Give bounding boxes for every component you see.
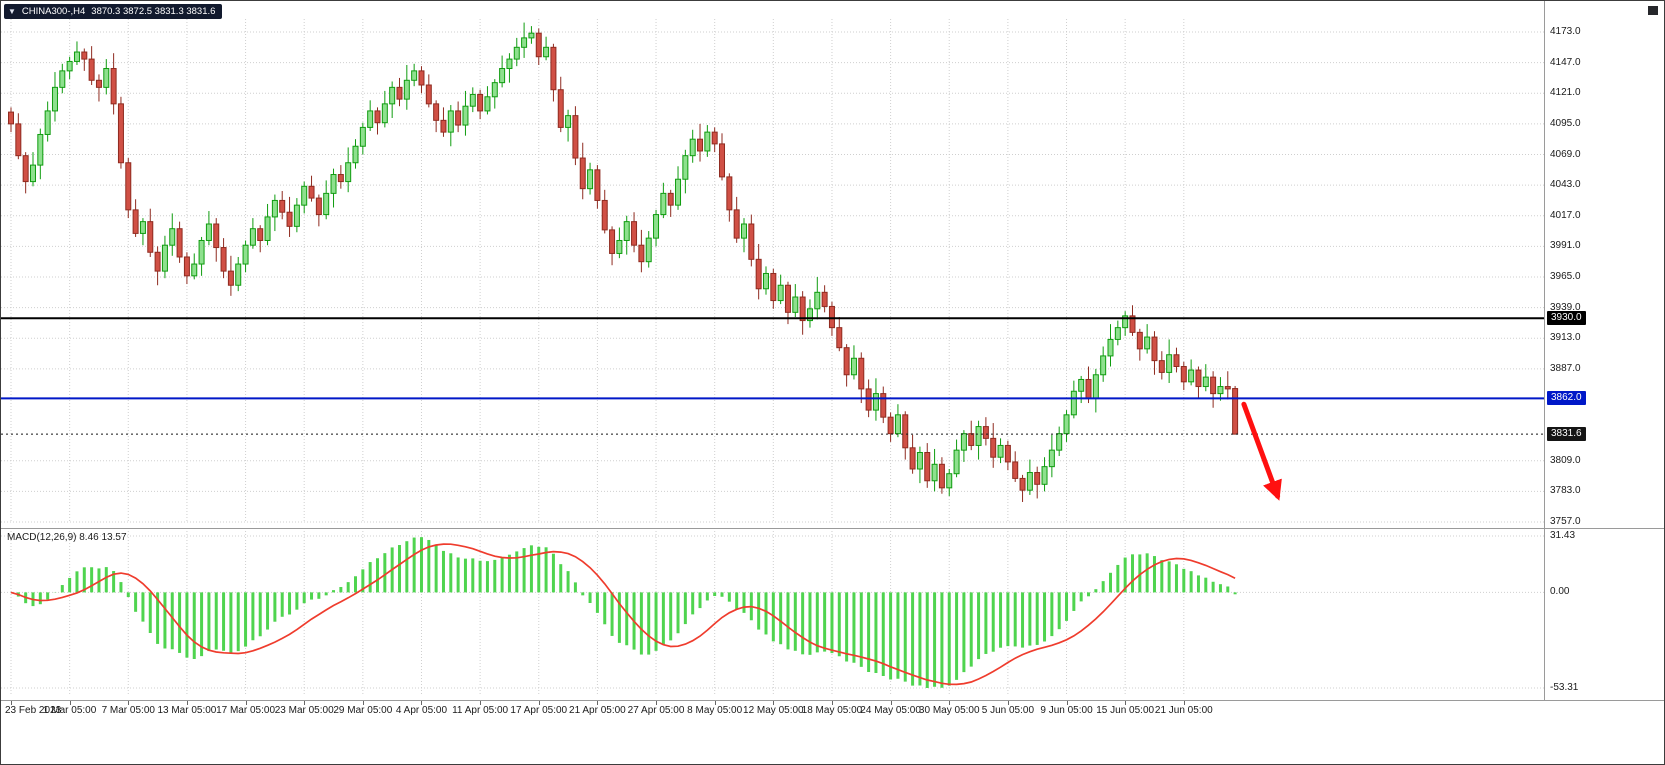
time-tick [656, 701, 658, 705]
time-tick [11, 701, 12, 705]
price-tick-label: 4043.0 [1550, 179, 1581, 191]
time-tick [1007, 701, 1009, 705]
price-tick-label: 3991.0 [1550, 240, 1581, 252]
time-tick-label: 18 May 05:00 [801, 705, 863, 716]
time-tick [1183, 701, 1185, 705]
time-tick-label: 21 Jun 05:00 [1154, 705, 1213, 716]
time-tick [538, 701, 540, 705]
time-tick-label: 5 Jun 05:00 [981, 705, 1035, 716]
time-tick-label: 8 May 05:00 [687, 705, 743, 716]
time-tick [1125, 701, 1127, 705]
time-tick-label: 27 Apr 05:00 [627, 705, 685, 716]
scroll-end-marker[interactable] [1648, 6, 1658, 15]
symbol-ohlc-badge: ▼ CHINA300-,H4 3870.3 3872.5 3831.3 3831… [4, 4, 223, 19]
time-tick [831, 701, 833, 705]
time-tick-label: 24 May 05:00 [860, 705, 921, 716]
price-tick-label: 4017.0 [1550, 209, 1581, 221]
time-tick [949, 701, 951, 705]
down-arrow-annotation[interactable] [1241, 401, 1282, 501]
time-tick-label: 21 Apr 05:00 [569, 705, 626, 716]
macd-value-axis[interactable]: 31.43 0.00 -53.31 [1545, 528, 1664, 700]
dropdown-arrow-icon: ▼ [8, 7, 16, 16]
time-tick [245, 701, 247, 705]
price-tick-label: 4095.0 [1550, 117, 1581, 129]
price-tick-label: 4173.0 [1550, 26, 1581, 37]
time-tick-label: 29 Mar 05:00 [333, 705, 393, 716]
time-tick-label: 7 Mar 05:00 [101, 705, 155, 716]
time-tick [421, 701, 423, 705]
time-axis[interactable]: 23 Feb 2023 1 Mar 05:00 7 Mar 05:00 13 Mar … [1, 701, 1544, 764]
time-tick [480, 701, 482, 705]
price-level-badge: 3831.6 [1547, 427, 1586, 442]
macd-tick-label: 0.00 [1550, 586, 1570, 598]
macd-indicator-label: MACD(12,26,9) 8.46 13.57 [7, 532, 127, 543]
time-tick [597, 701, 599, 705]
time-tick-label: 4 Apr 05:00 [395, 705, 448, 716]
time-tick [1066, 701, 1068, 705]
price-tick-label: 3939.0 [1550, 301, 1581, 313]
time-tick-label: 11 Apr 05:00 [452, 705, 509, 716]
price-grid [1, 19, 1544, 523]
price-tick-label: 3783.0 [1550, 485, 1581, 497]
price-tick-label: 3887.0 [1550, 362, 1581, 374]
macd-indicator-panel[interactable] [1, 528, 1544, 700]
time-tick [773, 701, 775, 705]
price-tick-label: 4069.0 [1550, 148, 1581, 160]
time-tick [890, 701, 892, 705]
time-tick [304, 701, 306, 705]
time-tick-label: 30 May 05:00 [918, 705, 980, 716]
price-level-badge: 3930.0 [1547, 311, 1586, 326]
time-tick-label: 1 Mar 05:00 [42, 705, 97, 716]
time-tick-label: 17 Mar 05:00 [216, 705, 276, 716]
price-tick-label: 3965.0 [1550, 271, 1581, 282]
symbol-name: CHINA300-,H4 [21, 6, 86, 17]
price-axis[interactable]: 4173.0 4147.0 4121.0 4095.0 4069.0 4043.0 4017… [1545, 1, 1664, 700]
time-tick-label: 12 May 05:00 [743, 705, 804, 716]
macd-histogram [16, 537, 1237, 688]
price-tick-label: 3757.0 [1550, 516, 1581, 527]
time-tick [186, 701, 188, 705]
price-tick-label: 4121.0 [1550, 87, 1581, 99]
time-tick [69, 701, 71, 705]
time-tick-label: 15 Jun 05:00 [1096, 705, 1155, 716]
time-tick-label: 23 Feb 2023 [5, 705, 62, 716]
price-tick-label: 4147.0 [1550, 56, 1581, 68]
price-axis-border [1544, 1, 1545, 700]
time-tick-label: 13 Mar 05:00 [157, 705, 217, 716]
price-tick-label: 3913.0 [1550, 332, 1581, 344]
macd-tick-label: -53.31 [1550, 682, 1579, 693]
price-tick-label: 3809.0 [1550, 454, 1581, 466]
time-tick-label: 17 Apr 05:00 [510, 705, 568, 716]
time-tick [362, 701, 364, 705]
time-axis-separator [1, 700, 1664, 701]
macd-tick-label: 31.43 [1550, 530, 1576, 541]
panel-separator[interactable] [1, 528, 1664, 529]
time-tick [128, 701, 130, 705]
candlestick-chart[interactable] [1, 1, 1544, 528]
time-tick [714, 701, 716, 705]
candles [8, 22, 1239, 502]
time-tick-label: 9 Jun 05:00 [1040, 705, 1093, 716]
time-tick-label: 23 Mar 05:00 [274, 705, 334, 716]
ohlc-values: 3870.3 3872.5 3831.3 3831.6 [91, 6, 216, 17]
macd-signal-line [10, 543, 1236, 686]
price-level-badge: 3862.0 [1547, 391, 1586, 406]
